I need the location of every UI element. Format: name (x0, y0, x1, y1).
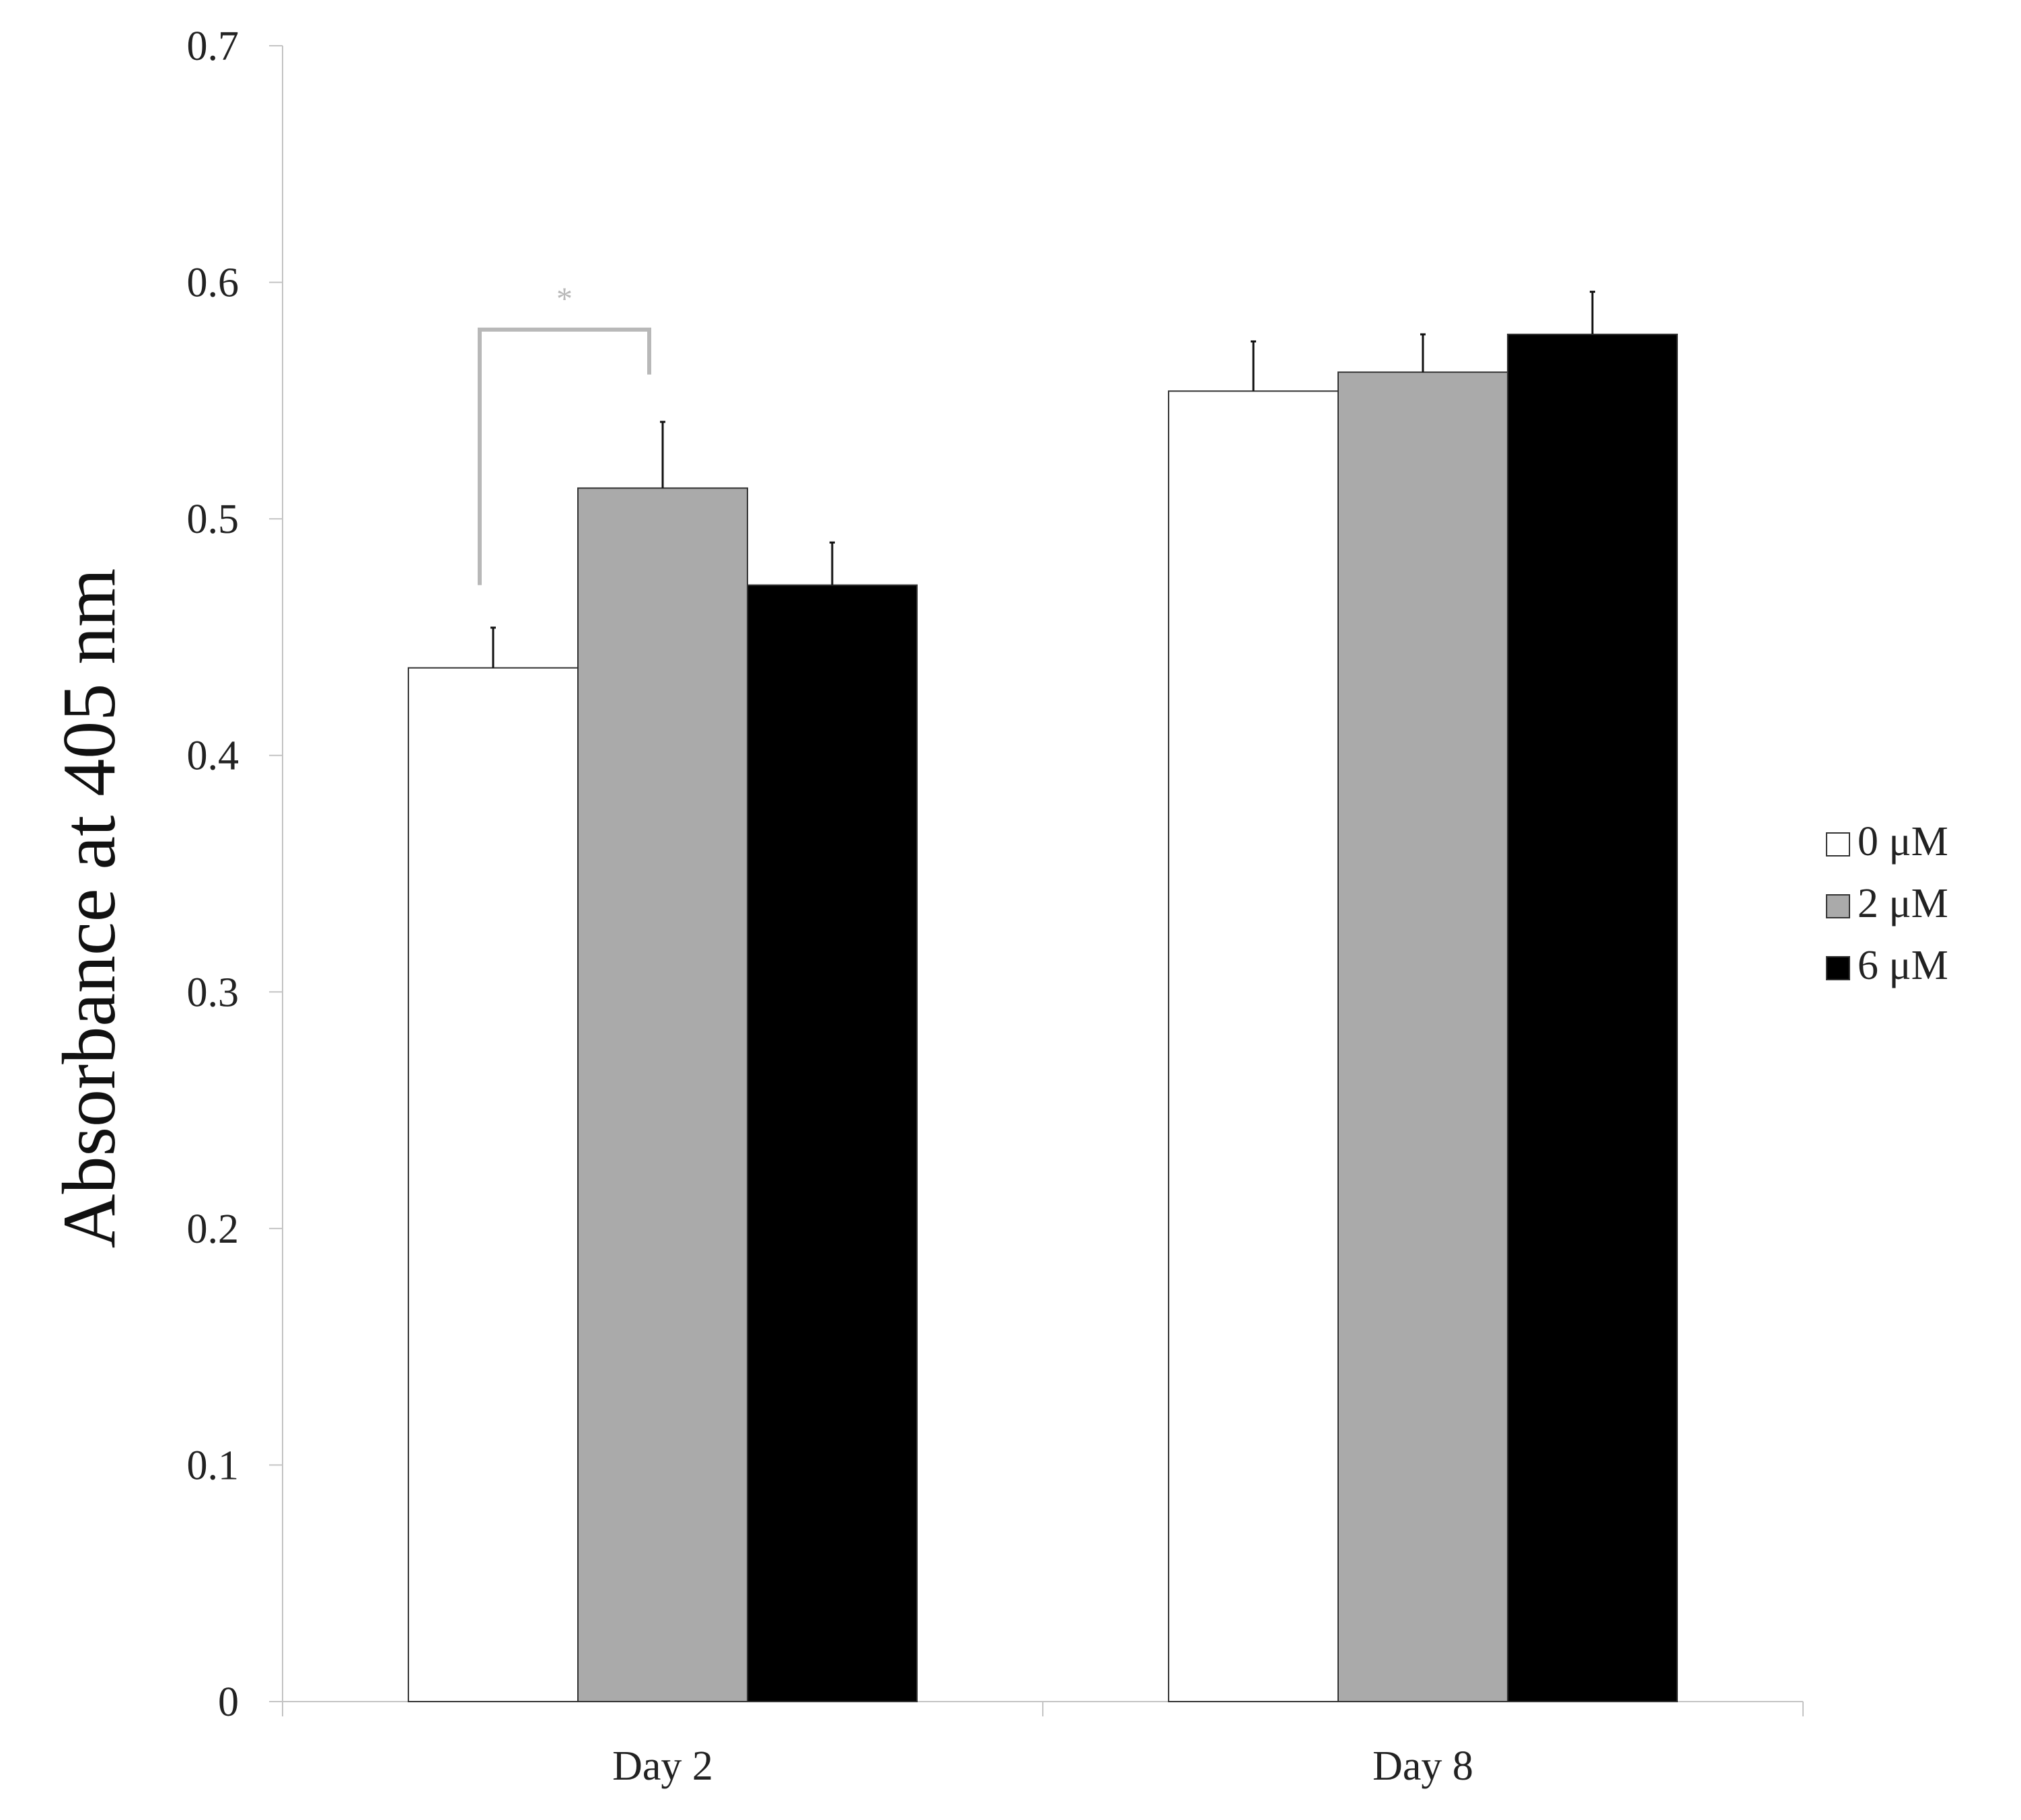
legend-swatch (1826, 956, 1850, 980)
bar (408, 667, 579, 1703)
y-tick-label: 0.6 (187, 260, 240, 306)
bar (1507, 333, 1678, 1703)
x-category-label: Day 8 (1372, 1743, 1473, 1789)
significance-annotation: * (478, 281, 651, 585)
bars (408, 333, 1678, 1703)
legend-label: 0 μM (1858, 819, 1948, 865)
y-ticks: 0 0.1 0.2 0.3 0.4 0.5 0.6 0.7 (187, 24, 283, 1725)
y-tick-label: 0.2 (187, 1206, 240, 1252)
y-tick-label: 0.5 (187, 497, 240, 542)
legend-label: 2 μM (1858, 881, 1948, 926)
legend-label: 6 μM (1858, 943, 1948, 988)
y-tick-label: 0.7 (187, 24, 240, 69)
bar (747, 584, 918, 1702)
significance-bracket (478, 327, 651, 585)
bar (577, 487, 748, 1702)
bar (1337, 371, 1508, 1702)
x-category-labels: Day 2 Day 8 (612, 1743, 1473, 1789)
x-category-label: Day 2 (612, 1743, 713, 1789)
error-bars (490, 291, 1595, 668)
legend-swatch (1826, 832, 1850, 857)
bar (1168, 390, 1339, 1702)
y-tick-label: 0 (218, 1679, 239, 1725)
y-axis-title: Absorbance at 405 nm (48, 569, 131, 1249)
significance-star: * (556, 281, 573, 317)
legend-swatch (1826, 894, 1850, 918)
legend: 0 μM 2 μM 6 μM (1826, 819, 1948, 988)
y-tick-label: 0.3 (187, 970, 240, 1015)
y-tick-label: 0.1 (187, 1443, 240, 1488)
y-tick-label: 0.4 (187, 733, 240, 779)
